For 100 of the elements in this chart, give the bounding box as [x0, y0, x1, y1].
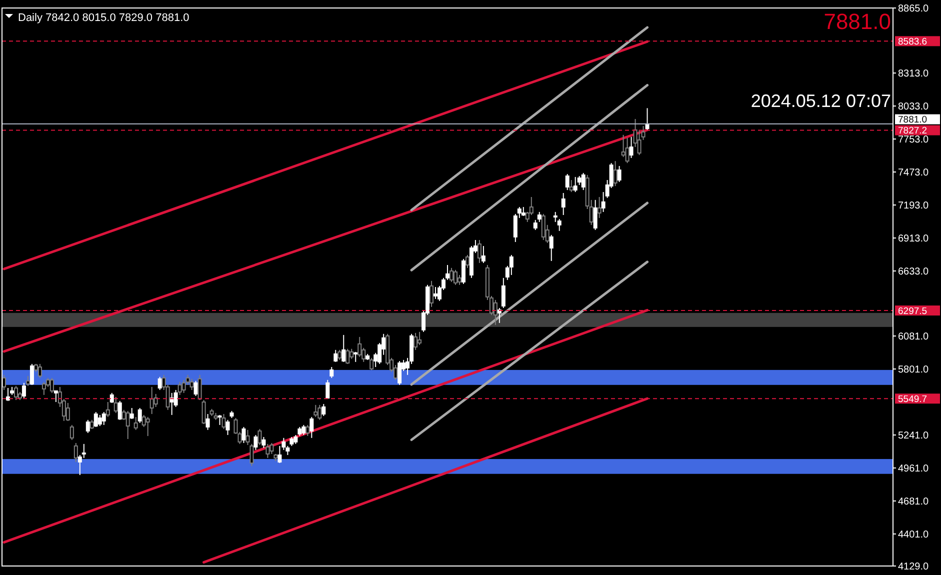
- candlestick: [222, 414, 226, 430]
- candlestick: [621, 134, 626, 158]
- candlestick: [258, 428, 262, 446]
- y-tick-label: 4681.0: [898, 496, 930, 508]
- y-tick-label: 6913.0: [898, 233, 930, 244]
- candlestick: [190, 378, 194, 390]
- candlestick: [202, 399, 206, 425]
- candlestick: [302, 424, 306, 436]
- candlestick: [597, 196, 602, 218]
- candlestick: [102, 412, 106, 426]
- y-tick-label: 8865.0: [898, 4, 930, 14]
- y-tick-label: 7473.0: [898, 168, 930, 179]
- candlestick: [270, 442, 274, 454]
- candlestick: [178, 381, 182, 396]
- candlestick: [346, 348, 350, 364]
- candlestick: [625, 137, 630, 164]
- candlestick: [106, 401, 110, 418]
- candlestick: [38, 363, 42, 378]
- candlestick: [150, 386, 154, 415]
- candlestick: [86, 419, 90, 434]
- candlestick: [398, 360, 402, 386]
- y-tick-label: 4961.0: [898, 463, 930, 474]
- candlestick: [2, 374, 6, 390]
- candlestick: [334, 349, 338, 362]
- candlestick: [90, 419, 94, 430]
- candlestick: [581, 172, 586, 191]
- candlestick: [262, 436, 266, 448]
- candlestick: [326, 379, 330, 400]
- candlestick: [182, 379, 186, 394]
- candlestick: [30, 363, 34, 386]
- candlestick: [22, 382, 26, 398]
- y-tick-label: 8313.0: [898, 68, 930, 80]
- candlestick: [54, 390, 58, 402]
- candlestick: [322, 403, 326, 417]
- annotation: 7881.0: [824, 9, 891, 34]
- candlestick: [477, 239, 482, 264]
- candlestick: [134, 416, 138, 430]
- candlestick: [370, 357, 374, 370]
- candlestick: [266, 443, 270, 458]
- ref-line-label: 7827.2: [898, 126, 928, 137]
- y-tick-label: 7753.0: [898, 134, 930, 146]
- candlestick: [418, 331, 422, 346]
- candlestick: [50, 377, 54, 394]
- candlestick: [593, 199, 598, 230]
- candlestick: [246, 429, 250, 446]
- candlestick: [553, 211, 558, 222]
- candlestick: [533, 219, 538, 230]
- candlestick: [330, 366, 334, 378]
- candlestick: [118, 400, 122, 420]
- candlestick: [206, 414, 210, 430]
- ref-line-label: 6297.5: [898, 306, 928, 317]
- candlestick: [537, 211, 542, 222]
- candlestick: [549, 234, 554, 262]
- candlestick: [94, 412, 98, 428]
- candlestick: [338, 349, 342, 360]
- candlestick: [342, 334, 346, 362]
- candlestick: [314, 404, 318, 418]
- candlestick: [457, 274, 462, 286]
- candlestick: [98, 414, 102, 427]
- candlestick: [414, 332, 418, 350]
- candlestick: [82, 443, 86, 458]
- y-tick-label: 6081.0: [898, 332, 930, 343]
- candlestick: [306, 424, 310, 436]
- candlestick: [561, 192, 566, 216]
- candlestick: [218, 414, 222, 426]
- candlestick: [465, 254, 470, 268]
- candlestick: [613, 160, 618, 187]
- candlestick: [70, 424, 74, 440]
- y-tick-label: 8033.0: [898, 102, 930, 113]
- candlestick: [146, 416, 150, 437]
- candlestick: [14, 385, 18, 400]
- candlestick: [430, 280, 434, 308]
- candlestick: [26, 375, 30, 386]
- y-tick-label: 7193.0: [898, 200, 930, 212]
- candlestick: [250, 443, 254, 466]
- candlestick: [434, 286, 438, 300]
- candlestick: [6, 387, 10, 402]
- ref-line-label: 5549.7: [898, 394, 928, 405]
- candlestick: [541, 213, 546, 240]
- candlestick: [453, 269, 458, 286]
- candlestick: [278, 445, 282, 464]
- candlestick: [138, 408, 142, 424]
- candlestick: [110, 392, 114, 404]
- annotation: 2024.05.12 07:07: [750, 91, 891, 111]
- chart-title: Daily 7842.0 8015.0 7829.0 7881.0: [18, 12, 190, 24]
- candlestick: [493, 299, 498, 326]
- candlestick: [565, 174, 570, 191]
- y-tick-label: 6633.0: [898, 266, 930, 278]
- y-tick-label: 4401.0: [898, 529, 930, 540]
- ref-line-label: 7881.0: [898, 114, 928, 126]
- candlestick: [198, 374, 202, 400]
- candlestick: [497, 307, 502, 324]
- candlestick: [226, 419, 230, 436]
- candlestick: [569, 180, 574, 193]
- candlestick: [194, 380, 198, 396]
- candlestick: [74, 442, 78, 462]
- candlestick: [501, 277, 506, 308]
- candlestick: [42, 381, 46, 396]
- candlestick: [126, 410, 130, 440]
- candlestick: [449, 267, 454, 282]
